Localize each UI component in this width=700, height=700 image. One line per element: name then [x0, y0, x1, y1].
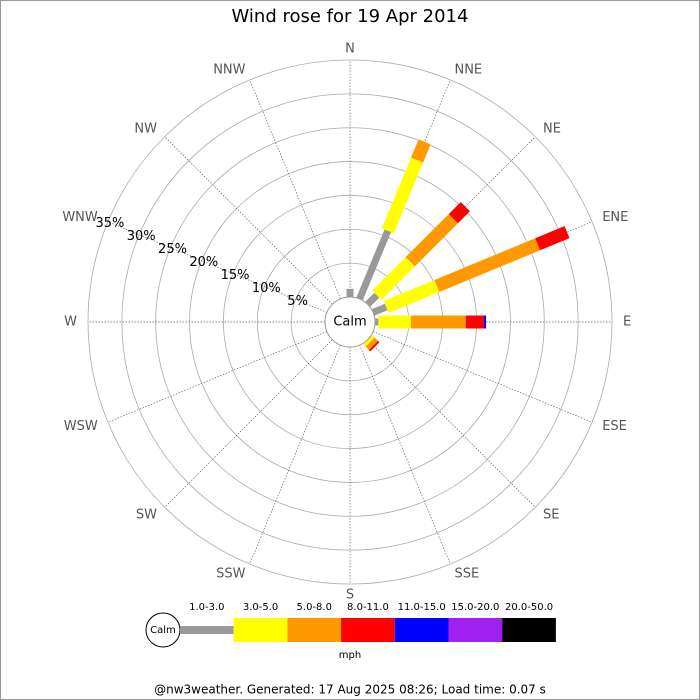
spoke [359, 344, 451, 565]
spoke [107, 221, 328, 313]
bar-segment [411, 139, 431, 163]
calm-label: Calm [333, 315, 366, 330]
direction-label: NNE [454, 62, 482, 77]
bar-segment [365, 337, 379, 351]
spoke [249, 79, 341, 300]
bar-segment [535, 226, 570, 251]
ring-label: 15% [221, 268, 250, 283]
legend-label: 3.0-5.0 [243, 602, 278, 613]
spoke [164, 136, 333, 305]
legend-swatch [394, 618, 449, 642]
ring-label: 25% [158, 242, 187, 257]
bar-segment [405, 214, 458, 267]
direction-label: WNW [62, 210, 98, 225]
bar-segment [381, 157, 424, 234]
bar-segment [356, 229, 392, 301]
ring-label: 10% [252, 281, 281, 296]
grid-ring [87, 59, 613, 585]
ring-label: 30% [127, 229, 156, 244]
direction-label: NE [543, 121, 561, 136]
legend-label: 15.0-20.0 [451, 602, 499, 613]
spoke [367, 339, 536, 508]
bar-segment [363, 335, 375, 347]
legend-label: 1.0-3.0 [189, 602, 224, 613]
bar-segment [365, 292, 380, 307]
spoke [164, 339, 333, 508]
direction-label: SE [543, 508, 559, 523]
footer: @nw3weather. Generated: 17 Aug 2025 08:2… [154, 683, 546, 697]
legend-calm-label: Calm [150, 625, 176, 636]
legend-unit: mph [339, 650, 361, 661]
legend-swatch [287, 618, 342, 642]
direction-label: ESE [602, 419, 627, 434]
legend-label: 11.0-15.0 [398, 602, 446, 613]
bar-segment [372, 257, 415, 300]
direction-label: SSW [216, 567, 246, 582]
grid-ring [121, 93, 579, 551]
legend-label: 20.0-50.0 [505, 602, 553, 613]
legend-label: 5.0-8.0 [297, 602, 332, 613]
legend-label: 8.0-11.0 [347, 602, 389, 613]
direction-label: NNW [213, 62, 245, 77]
bar-segment [448, 202, 470, 224]
direction-label: S [346, 588, 354, 603]
direction-label: SW [136, 508, 157, 523]
ring-label: 20% [189, 255, 218, 270]
direction-label: NW [134, 121, 157, 136]
spoke [249, 344, 341, 565]
direction-label: W [64, 315, 77, 330]
spoke [372, 331, 593, 423]
direction-label: N [345, 42, 355, 57]
legend-swatch [233, 618, 288, 642]
ring-label: 5% [287, 294, 308, 309]
legend-swatch [502, 618, 556, 642]
direction-label: E [623, 315, 631, 330]
bar-segment [383, 279, 440, 313]
direction-label: WSW [64, 419, 98, 434]
legend-swatch [448, 618, 503, 642]
bar-segment [434, 238, 541, 293]
direction-label: SSE [454, 567, 479, 582]
bar-segment [368, 340, 380, 352]
bar-segment [371, 303, 388, 316]
direction-label: ENE [602, 210, 628, 225]
spoke [107, 331, 328, 423]
calm-circle [324, 296, 376, 348]
legend-swatch [341, 618, 395, 642]
chart-title: Wind rose for 19 Apr 2014 [232, 6, 469, 27]
legend-swatch [180, 626, 234, 634]
ring-label: 35% [95, 216, 124, 231]
